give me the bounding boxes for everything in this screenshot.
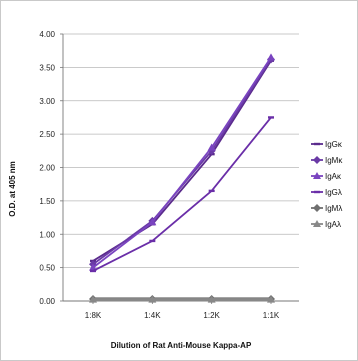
tick-labels: 0.00 0.50 1.00 1.50 2.00 2.50 3.00 3.50 4.00 1:8K… [39, 30, 279, 320]
data-point [208, 189, 215, 193]
legend-item: IgAκ [311, 172, 342, 181]
series-5 [89, 295, 275, 303]
legend-label: IgGκ [325, 140, 343, 149]
data-point [267, 53, 275, 61]
x-tick-label: 1:2K [203, 311, 220, 320]
y-axis-title: O.D. at 405 nm [8, 161, 17, 217]
x-tick-label: 1:4K [144, 311, 161, 320]
legend-swatch-marker [314, 190, 320, 194]
series-line [92, 56, 272, 269]
data-point [89, 263, 97, 271]
series-0 [90, 59, 274, 263]
data-series [89, 53, 275, 303]
legend-swatch-marker [314, 142, 320, 146]
series-3 [90, 116, 274, 273]
y-tick-label: 4.00 [39, 30, 55, 39]
series-line [92, 116, 272, 272]
legend: IgGκ IgMκ IgAκ IgGλ IgMλ IgAλ [311, 140, 343, 229]
legend-label: IgAλ [325, 220, 341, 229]
data-point [268, 116, 274, 119]
legend-item: IgGλ [311, 188, 342, 197]
legend-label: IgMλ [325, 204, 342, 213]
data-point [207, 295, 216, 303]
data-point [90, 269, 96, 273]
data-point [207, 143, 216, 151]
series-1 [89, 55, 275, 269]
data-point [267, 295, 275, 303]
data-point [148, 218, 157, 226]
legend-item: IgAλ [311, 220, 341, 229]
series-line [92, 58, 272, 266]
legend-label: IgMκ [325, 156, 343, 165]
legend-label: IgGλ [325, 188, 342, 197]
legend-swatch-marker [313, 156, 321, 164]
legend-swatch-marker [313, 204, 321, 212]
legend-swatch-marker [313, 220, 321, 227]
data-point [89, 295, 97, 303]
x-axis-title: Dilution of Rat Anti-Mouse Kappa-AP [111, 341, 252, 350]
grid-lines [63, 33, 299, 269]
y-tick-label: 1.50 [39, 197, 55, 206]
data-point [149, 239, 156, 243]
series-line [92, 60, 272, 262]
x-tick-label: 1:1K [263, 311, 280, 320]
y-tick-label: 2.50 [39, 130, 55, 139]
y-tick-label: 1.00 [39, 230, 55, 239]
x-tick-label: 1:8K [85, 311, 102, 320]
legend-item: IgMκ [311, 156, 343, 165]
y-tick-label: 0.50 [39, 264, 55, 273]
data-point [148, 295, 157, 303]
y-tick-label: 0.00 [39, 297, 55, 306]
y-tick-label: 3.00 [39, 97, 55, 106]
legend-item: IgMλ [311, 204, 342, 213]
y-tick-label: 3.50 [39, 63, 55, 72]
legend-swatch-marker [313, 172, 321, 179]
y-tick-label: 2.00 [39, 164, 55, 173]
legend-item: IgGκ [311, 140, 343, 149]
series-2 [89, 53, 275, 271]
legend-label: IgAκ [325, 172, 342, 181]
